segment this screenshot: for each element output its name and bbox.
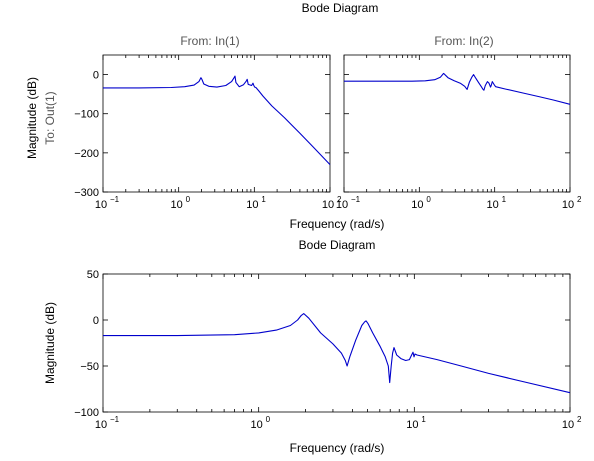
chart2-xtick-label: 10 [95,419,107,431]
chart1-panel2-axes: 10 −1 10 0 10 1 10 2 [336,54,582,211]
chart2-ytick-label: 0 [93,315,99,327]
chart1-panel1-ytick-label: −300 [74,187,99,199]
chart2-ytick-label: −100 [74,407,99,419]
chart2-xtick-label: 10 [251,419,263,431]
chart2-ytick-label: 50 [87,269,99,281]
chart1-panel1-axes: 10 −1 10 0 10 1 10 20−100−200−300 [74,54,342,211]
chart2-xlabel: Frequency (rad/s) [290,441,385,455]
chart1-row-label: To: Out(1) [43,91,57,144]
chart1-panel2-series-line [344,72,571,105]
chart2-xtick-exponent: 0 [266,415,271,424]
chart1-panel1-xtick-label: 10 [95,199,107,211]
chart2-xtick-exponent: 2 [577,415,582,424]
chart1-panel1-label: From: In(1) [180,34,239,48]
chart2-ylabel: Magnitude (dB) [43,302,57,384]
chart1-panel2-xtick-label: 10 [336,199,348,211]
chart1-panel1-xtick-exponent: −1 [110,195,120,204]
chart1-panel2-xtick-exponent: 0 [426,195,431,204]
chart1-panel1-xtick-label: 10 [171,199,183,211]
chart1-xlabel: Frequency (rad/s) [290,217,385,231]
chart1-panel2-frame [343,54,571,193]
chart1-ylabel: Magnitude (dB) [25,77,39,159]
chart1-title: Bode Diagram [302,1,379,15]
chart1-panel2-label: From: In(2) [434,34,493,48]
chart2-frame [102,273,571,413]
chart2-xtick-exponent: −1 [110,415,120,424]
chart1-panel1-frame [102,54,331,193]
chart2-xtick-label: 10 [406,419,418,431]
chart1-panel1-xtick-exponent: 1 [261,195,266,204]
chart1-panel1-ytick-label: 0 [93,70,99,82]
chart1-panel1-xtick-exponent: 2 [337,195,342,204]
chart1-panel1-xtick-label: 10 [246,199,258,211]
chart1-panel1-xtick-exponent: 0 [186,195,191,204]
chart1-panel2-xtick-exponent: 2 [577,195,582,204]
chart2-ytick-label: −50 [80,361,99,373]
chart1-panel2-xtick-label: 10 [411,199,423,211]
chart1-panel2-xtick-exponent: 1 [502,195,507,204]
chart1-panel1-series-line [103,75,331,165]
chart1-panel1-ytick-label: −100 [74,109,99,121]
chart2-xtick-label: 10 [562,419,574,431]
chart2-xtick-exponent: 1 [421,415,426,424]
chart1-panel1-ytick-label: −200 [74,148,99,160]
chart1-panel2-xtick-exponent: −1 [351,195,361,204]
chart1-panel2-xtick-label: 10 [487,199,499,211]
chart2-title: Bode Diagram [299,238,376,252]
chart2-series-line [103,313,571,394]
chart1-panel1-xtick-label: 10 [322,199,334,211]
chart1-panel2-xtick-label: 10 [562,199,574,211]
